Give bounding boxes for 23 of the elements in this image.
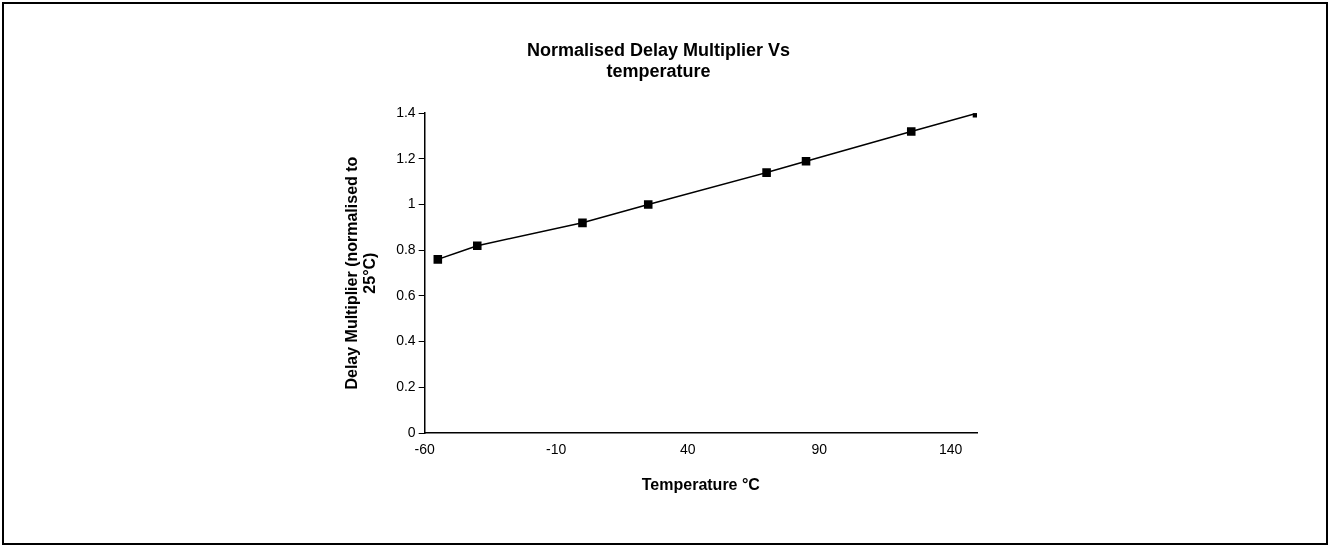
y-tick-label: 0.4 (396, 332, 416, 349)
y-axis-title: Delay Multiplier (normalised to 25°C) (343, 156, 378, 390)
point (906, 127, 916, 136)
y-tick-label: 0 (407, 423, 416, 440)
x-axis-title: Temperature °C (641, 475, 761, 493)
y-tick-label: 1.2 (396, 149, 416, 166)
y-tick-label: 0.8 (396, 241, 416, 258)
chart-title: Normalised Delay Multiplier Vs temperature (526, 39, 791, 82)
point (578, 218, 587, 228)
y-tick-label: 1 (407, 195, 416, 212)
y-tick-label: 1.4 (396, 104, 416, 121)
y-tick-label: 0.6 (396, 286, 416, 303)
point (801, 156, 811, 166)
y-tick-label: 0.2 (396, 378, 416, 395)
point (433, 255, 443, 264)
x-tick-label: 90 (811, 441, 828, 458)
x-tick-label: -10 (546, 441, 567, 458)
point (643, 200, 653, 209)
point (762, 168, 771, 177)
x-tick-label: 40 (679, 441, 696, 458)
x-tick-label: -60 (414, 441, 435, 458)
point (472, 241, 482, 250)
x-tick-label: 140 (939, 441, 963, 458)
